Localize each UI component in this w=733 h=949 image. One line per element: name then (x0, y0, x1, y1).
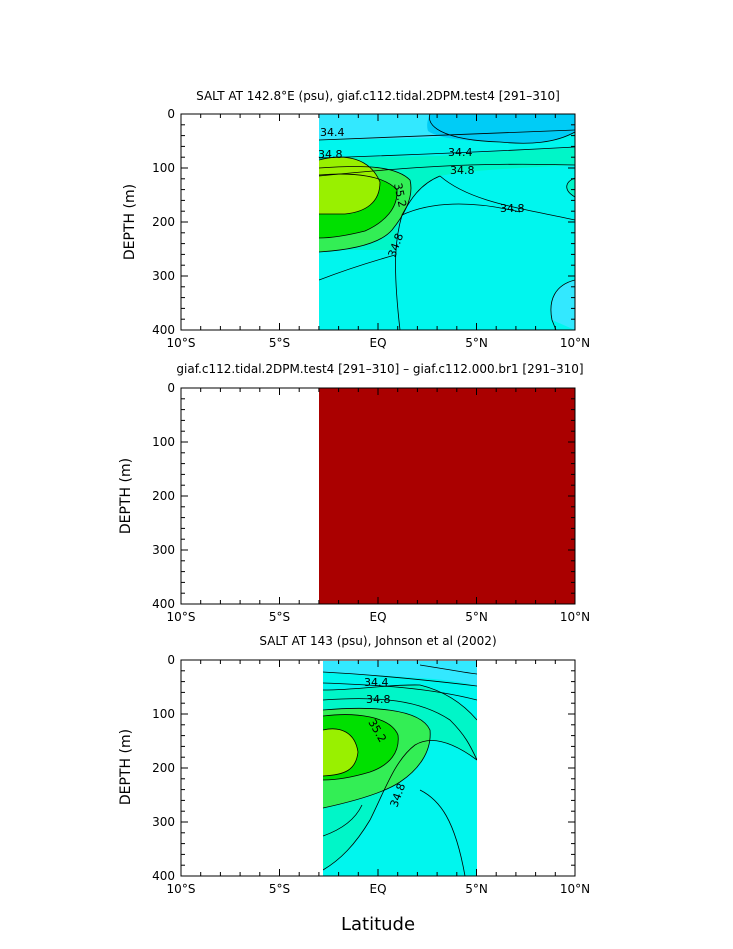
panel-2-title: giaf.c112.tidal.2DPM.test4 [291–310] – g… (176, 362, 583, 376)
contour-label: 34.4 (364, 676, 389, 689)
x-tick-label: 5°S (269, 610, 290, 624)
x-tick-label: 10°S (167, 882, 196, 896)
y-tick-label: 200 (152, 761, 175, 775)
y-tick-label: 400 (152, 597, 175, 611)
contour-label: 34.8 (450, 164, 475, 177)
x-tick-label: 10°S (167, 336, 196, 350)
x-tick-label: EQ (369, 882, 386, 896)
y-tick-label: 300 (152, 269, 175, 283)
y-tick-label: 0 (167, 381, 175, 395)
panel-1-contour-field (319, 114, 575, 330)
y-tick-label: 0 (167, 653, 175, 667)
contour-label: 34.4 (448, 146, 473, 159)
y-tick-label: 300 (152, 543, 175, 557)
panel-3-axes: 10°S 5°S EQ 5°N 10°N 0 100 200 300 400 (152, 653, 590, 896)
x-tick-label: EQ (369, 336, 386, 350)
x-tick-label: 10°N (560, 336, 590, 350)
x-tick-label: 5°N (465, 610, 488, 624)
panel-1-ylabel: DEPTH (m) (122, 184, 138, 260)
y-tick-label: 100 (152, 161, 175, 175)
contour-label: 35.2 (391, 182, 409, 209)
x-tick-label: 5°N (465, 336, 488, 350)
y-tick-label: 200 (152, 489, 175, 503)
y-tick-label: 200 (152, 215, 175, 229)
contour-label: 34.8 (366, 693, 391, 706)
panel-1-axes: 10°S 5°S EQ 5°N 10°N 0 100 200 300 400 (152, 107, 590, 350)
x-tick-label: 10°N (560, 610, 590, 624)
y-tick-label: 400 (152, 869, 175, 883)
panel-3-ylabel: DEPTH (m) (118, 729, 134, 805)
panel-3-title: SALT AT 143 (psu), Johnson et al (2002) (259, 634, 496, 648)
x-tick-label: 10°N (560, 882, 590, 896)
y-tick-label: 400 (152, 323, 175, 337)
panel-1-title: SALT AT 142.8°E (psu), giaf.c112.tidal.2… (196, 89, 560, 103)
x-tick-label: 5°N (465, 882, 488, 896)
x-tick-label: 5°S (269, 882, 290, 896)
contour-label: 34.8 (500, 202, 525, 215)
panel-2: giaf.c112.tidal.2DPM.test4 [291–310] – g… (118, 362, 590, 624)
difference-fill (319, 388, 575, 604)
y-tick-label: 300 (152, 815, 175, 829)
panel-1: SALT AT 142.8°E (psu), giaf.c112.tidal.2… (122, 89, 590, 350)
panel-2-ylabel: DEPTH (m) (118, 458, 134, 534)
panel-3-contour-field (323, 661, 477, 876)
x-axis-label: Latitude (341, 914, 415, 935)
contour-label: 34.4 (320, 126, 345, 139)
y-tick-label: 100 (152, 435, 175, 449)
contour-label: 34.8 (318, 148, 343, 161)
panel-1-contour-labels: 34.4 34.8 34.4 34.8 34.8 35.2 34.8 (318, 126, 525, 259)
panel-3: SALT AT 143 (psu), Johnson et al (2002) … (118, 634, 590, 935)
y-tick-label: 100 (152, 707, 175, 721)
y-tick-label: 0 (167, 107, 175, 121)
panel-2-axes: 10°S 5°S EQ 5°N 10°N 0 100 200 300 400 (152, 381, 590, 624)
x-tick-label: 5°S (269, 336, 290, 350)
x-tick-label: 10°S (167, 610, 196, 624)
x-tick-label: EQ (369, 610, 386, 624)
